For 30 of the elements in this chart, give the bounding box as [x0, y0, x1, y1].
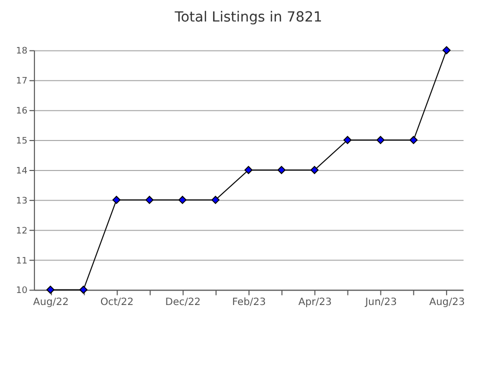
x-tick-label: Aug/22	[33, 297, 69, 308]
x-tick-label: Apr/23	[298, 297, 332, 308]
point	[310, 166, 319, 174]
point	[46, 286, 54, 294]
y-tick-label: 16	[16, 106, 28, 117]
point	[112, 196, 120, 204]
point	[376, 136, 385, 144]
point	[343, 136, 352, 144]
x-tick-label: Feb/23	[232, 297, 266, 308]
chart-title: Total Listings in 7821	[174, 10, 322, 26]
y-tick-label: 12	[16, 226, 28, 236]
x-tick-label: Jun/23	[364, 297, 397, 308]
point	[79, 286, 88, 294]
y-tick-label: 18	[16, 46, 28, 57]
y-tick-label: 10	[16, 286, 28, 296]
y-tick-label: 17	[16, 76, 28, 87]
point	[277, 166, 286, 174]
y-tick-label: 14	[16, 166, 28, 176]
y-tick-label: 13	[16, 196, 28, 206]
y-tick-label: 11	[16, 256, 28, 266]
point	[244, 166, 253, 174]
y-tick-label: 15	[16, 136, 28, 147]
x-tick-label: Aug/23	[429, 297, 465, 308]
point	[410, 136, 418, 144]
point	[442, 46, 451, 54]
x-tick-label: Oct/22	[100, 297, 134, 308]
x-tick-label: Dec/22	[165, 297, 201, 308]
point	[178, 196, 187, 204]
point	[145, 196, 154, 204]
point	[211, 196, 220, 204]
